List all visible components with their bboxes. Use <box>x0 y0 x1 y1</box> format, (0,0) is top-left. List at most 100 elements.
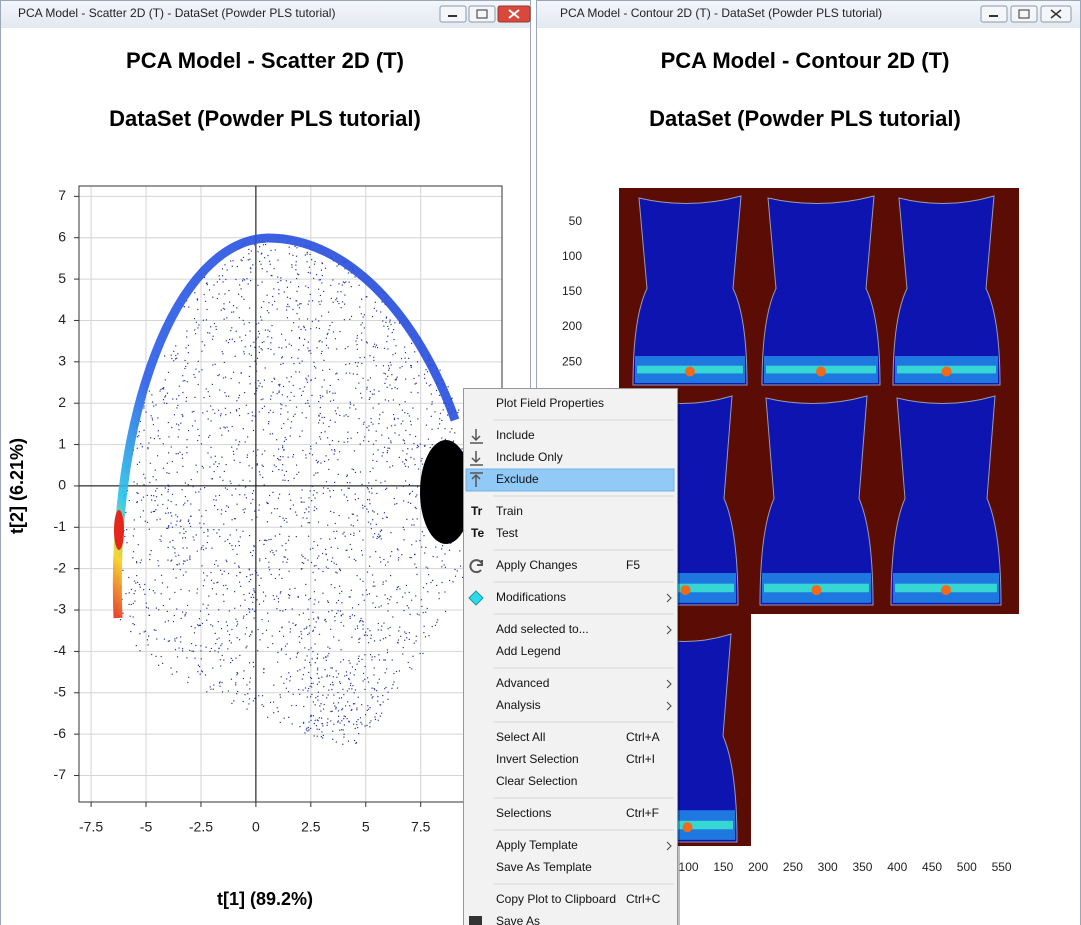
menu-item[interactable]: Exclude <box>496 472 539 486</box>
point <box>286 305 288 308</box>
point <box>356 663 358 665</box>
point <box>225 621 227 623</box>
point <box>338 283 340 285</box>
point <box>201 565 203 567</box>
point <box>424 445 426 447</box>
menu-icon <box>469 916 482 925</box>
point <box>302 689 304 691</box>
point <box>217 621 219 623</box>
menu-item[interactable]: Invert Selection <box>496 752 579 766</box>
point <box>308 729 310 731</box>
point <box>268 561 270 563</box>
point <box>332 676 334 678</box>
point <box>201 671 204 673</box>
point <box>259 382 261 384</box>
menu-item[interactable]: Advanced <box>496 676 549 690</box>
point <box>361 322 363 324</box>
point <box>155 496 158 498</box>
point <box>387 561 389 563</box>
point <box>275 465 277 468</box>
point <box>372 696 374 698</box>
menu-item[interactable]: Apply Template <box>496 838 578 852</box>
point <box>238 414 241 417</box>
point <box>155 479 157 481</box>
point <box>213 322 216 325</box>
menu-item[interactable]: Apply Changes <box>496 558 577 572</box>
menu-item[interactable]: Train <box>496 504 523 518</box>
point <box>166 586 169 588</box>
menu-item[interactable]: Add Legend <box>496 644 561 658</box>
point <box>411 448 413 450</box>
point <box>285 438 287 441</box>
point <box>332 557 334 559</box>
point <box>416 494 418 496</box>
point <box>248 569 250 571</box>
menu-item[interactable]: Include <box>496 428 535 442</box>
point <box>248 592 250 594</box>
menu-item[interactable]: Save As <box>496 914 540 925</box>
point <box>357 657 360 660</box>
point <box>310 379 312 381</box>
point <box>436 621 438 623</box>
point <box>209 650 211 653</box>
point <box>375 551 377 553</box>
point <box>162 399 165 401</box>
point <box>292 456 294 458</box>
point <box>337 459 339 461</box>
point <box>321 717 323 719</box>
point <box>320 300 323 302</box>
point <box>259 560 261 562</box>
point <box>248 465 250 467</box>
point <box>338 639 340 641</box>
tablet-image <box>890 395 1002 606</box>
point <box>292 308 294 311</box>
menu-item[interactable]: Selections <box>496 806 551 820</box>
point <box>384 659 386 661</box>
point <box>371 656 373 658</box>
menu-item[interactable]: Copy Plot to Clipboard <box>496 892 616 906</box>
point <box>388 365 390 367</box>
menu-item[interactable]: Modifications <box>496 590 566 604</box>
y-tick-label: 0 <box>58 477 66 493</box>
menu-item[interactable]: Select All <box>496 730 545 744</box>
point <box>164 379 166 381</box>
menu-item[interactable]: Include Only <box>496 450 563 464</box>
point <box>379 715 381 717</box>
point <box>356 335 359 337</box>
point <box>366 487 369 489</box>
point <box>369 470 371 473</box>
point <box>327 718 329 720</box>
menu-item[interactable]: Test <box>496 526 519 540</box>
x-tick-label: 300 <box>818 860 838 874</box>
point <box>408 638 410 641</box>
window-buttons[interactable] <box>980 5 1072 23</box>
point <box>241 280 244 282</box>
point <box>397 418 399 420</box>
point <box>288 621 290 623</box>
point <box>170 446 172 448</box>
menu-item[interactable]: Save As Template <box>496 860 592 874</box>
point <box>337 378 339 381</box>
point <box>243 670 245 672</box>
point <box>351 548 353 550</box>
point <box>300 631 302 633</box>
menu-item[interactable]: Add selected to... <box>496 622 589 636</box>
point <box>309 350 311 352</box>
point <box>152 476 154 478</box>
point <box>371 687 373 689</box>
point <box>394 352 397 354</box>
menu-item[interactable]: Clear Selection <box>496 774 577 788</box>
point <box>279 694 281 696</box>
point <box>330 720 332 722</box>
point <box>185 300 188 302</box>
point <box>249 365 251 368</box>
point <box>244 392 246 394</box>
point <box>289 680 291 682</box>
point <box>251 411 253 413</box>
menu-item[interactable]: Analysis <box>496 698 541 712</box>
window-buttons[interactable] <box>439 5 531 23</box>
point <box>227 630 229 632</box>
point <box>363 327 365 329</box>
menu-item[interactable]: Plot Field Properties <box>496 396 604 410</box>
point <box>185 612 187 614</box>
